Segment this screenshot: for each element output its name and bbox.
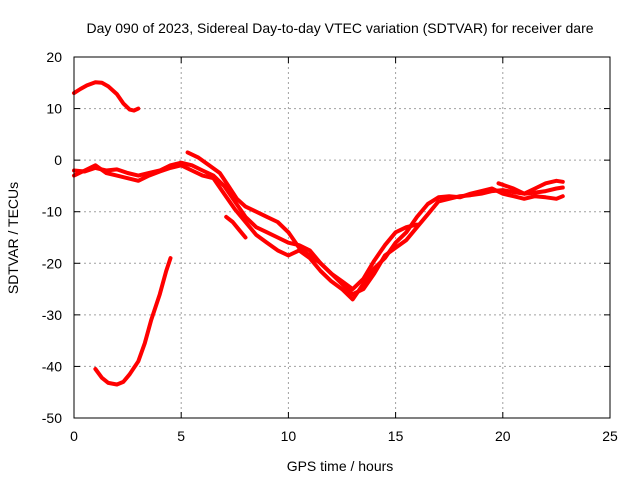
plot-frame xyxy=(73,56,611,419)
y-ticks: -50 -40 -30 -20 -10 0 10 20 xyxy=(42,49,610,426)
series-line-arc-2d xyxy=(224,214,248,240)
x-tick-label: 0 xyxy=(70,428,78,444)
y-tick-label: -10 xyxy=(42,204,62,220)
series-line-arc-2e xyxy=(496,178,565,196)
series-line-arc-1 xyxy=(72,80,141,113)
y-tick-label: 10 xyxy=(46,101,62,117)
series-line-arc-2c xyxy=(185,150,419,292)
series-line-arc-2a xyxy=(72,160,565,297)
series-line-arc-3 xyxy=(93,256,173,387)
x-tick-label: 20 xyxy=(495,428,511,444)
y-tick-label: -40 xyxy=(42,358,62,374)
x-tick-label: 25 xyxy=(602,428,618,444)
x-tick-label: 15 xyxy=(388,428,404,444)
y-tick-label: 0 xyxy=(54,152,62,168)
y-tick-label: -20 xyxy=(42,255,62,271)
x-tick-label: 5 xyxy=(177,428,185,444)
series-line-arc-2b xyxy=(72,163,565,302)
x-ticks: 0 5 10 15 20 25 xyxy=(70,57,618,444)
y-tick-label: -50 xyxy=(42,410,62,426)
y-axis-title: SDTVAR / TECUs xyxy=(5,182,21,294)
series-layer xyxy=(72,80,565,387)
grid xyxy=(74,57,610,418)
y-tick-label: -30 xyxy=(42,307,62,323)
x-axis-title: GPS time / hours xyxy=(287,458,394,474)
y-tick-label: 20 xyxy=(46,49,62,65)
chart-title: Day 090 of 2023, Sidereal Day-to-day VTE… xyxy=(86,20,593,36)
x-tick-label: 10 xyxy=(281,428,297,444)
